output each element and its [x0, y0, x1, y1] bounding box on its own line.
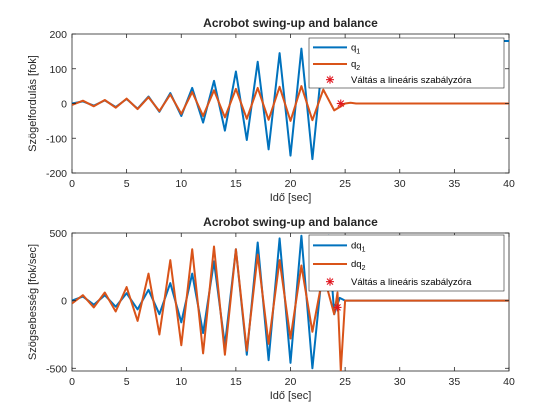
- switch-marker: [333, 303, 342, 312]
- legend-label-q1: q1: [351, 42, 360, 55]
- legend-marker-switch: [326, 75, 334, 84]
- y-tick-label: 200: [49, 29, 67, 41]
- x-tick-label: 35: [449, 376, 461, 388]
- chart-1: 0 5 10 15 20 25 30 35 40 -200 -100 0 100 200 Acrobot s…: [27, 16, 515, 204]
- y-tick-label: 100: [49, 64, 67, 76]
- y-axis-label: Szögelfordulás [fok]: [27, 55, 39, 152]
- x-tick-label: 25: [339, 376, 351, 388]
- y-tick-label: 500: [49, 228, 67, 240]
- x-tick-label: 5: [124, 178, 130, 190]
- switch-marker: [336, 99, 345, 108]
- series-line-dq2: [72, 245, 509, 371]
- x-tick-label: 10: [175, 178, 187, 190]
- x-tick-label: 15: [230, 178, 242, 190]
- x-tick-label: 30: [394, 376, 406, 388]
- legend: dq1 dq2 Váltás a lineáris szabályzóra: [308, 234, 505, 292]
- chart-title: Acrobot swing-up and balance: [203, 16, 378, 30]
- legend-label-switch: Váltás a lineáris szabályzóra: [351, 75, 472, 86]
- legend-label-dq1: dq1: [351, 240, 366, 253]
- x-tick-label: 40: [503, 376, 515, 388]
- x-tick-label: 10: [175, 376, 187, 388]
- y-tick-label: -200: [46, 168, 67, 180]
- legend-label-dq2: dq2: [351, 259, 366, 272]
- x-tick-label: 5: [124, 376, 130, 388]
- y-axis-label: Szögsebesség [fok/sec]: [27, 244, 39, 360]
- y-tick-label: -500: [46, 363, 67, 375]
- x-tick-label: 40: [503, 178, 515, 190]
- x-tick-label: 0: [69, 178, 75, 190]
- legend-label-q2: q2: [351, 59, 360, 72]
- legend: q1 q2 Váltás a lineáris szabályzóra: [308, 37, 505, 89]
- legend-marker-switch: [326, 277, 334, 286]
- x-tick-label: 20: [285, 376, 297, 388]
- chart-title: Acrobot swing-up and balance: [203, 215, 378, 229]
- x-tick-label: 25: [339, 178, 351, 190]
- x-axis-label: Idő [sec]: [270, 390, 312, 402]
- y-tick-label: -100: [46, 133, 67, 145]
- y-tick-label: 0: [61, 99, 67, 111]
- x-axis-label: Idő [sec]: [270, 192, 312, 204]
- series-line-q2: [72, 85, 509, 122]
- y-tick-label: 0: [61, 296, 67, 308]
- legend-label-switch: Váltás a lineáris szabályzóra: [351, 277, 472, 288]
- x-tick-label: 20: [285, 178, 297, 190]
- x-tick-label: 15: [230, 376, 242, 388]
- x-tick-label: 35: [449, 178, 461, 190]
- x-tick-label: 0: [69, 376, 75, 388]
- x-tick-label: 30: [394, 178, 406, 190]
